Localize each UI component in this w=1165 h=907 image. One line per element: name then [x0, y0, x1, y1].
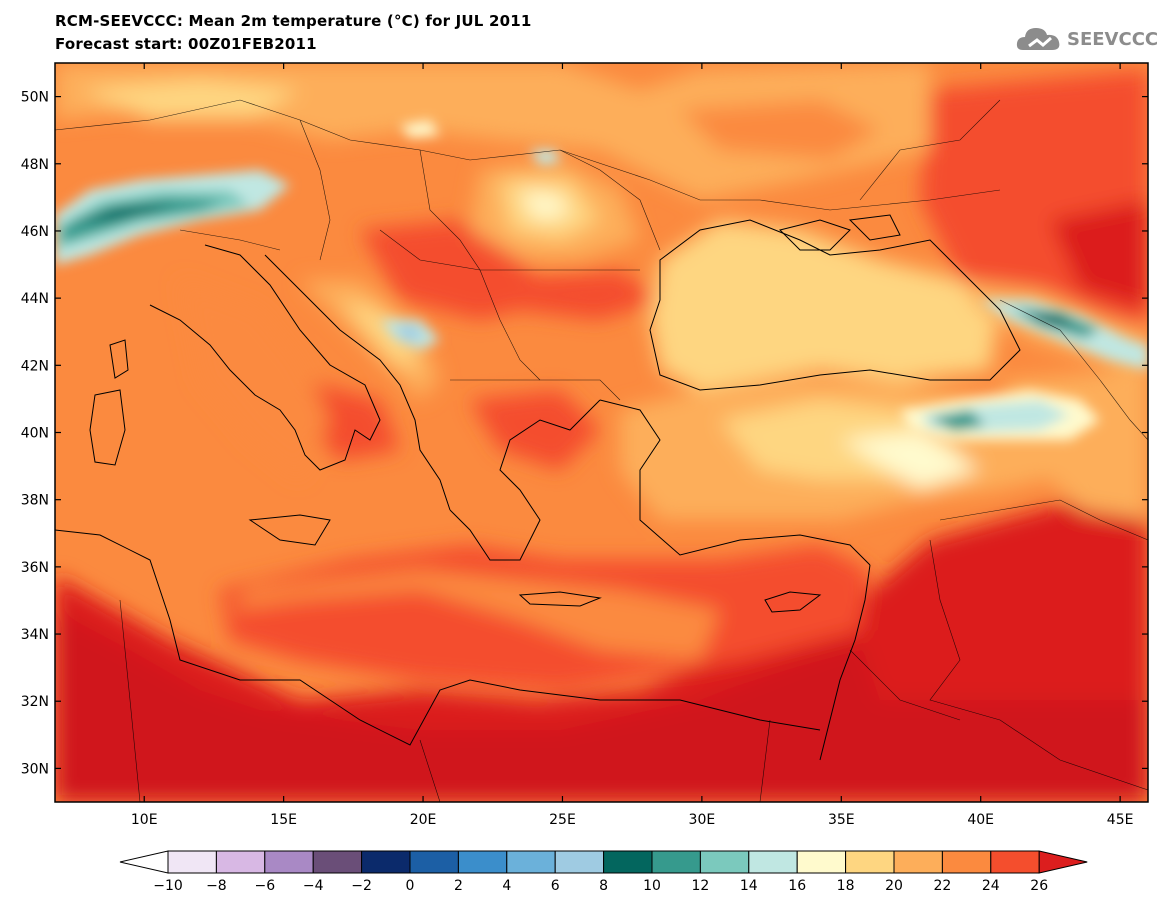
colorbar-label: 0	[406, 878, 415, 894]
longitude-axis: 10E 15E 20E 25E 30E 35E 40E 45E	[131, 63, 1134, 828]
lon-tick-label: 30E	[689, 812, 716, 828]
colorbar-label: 24	[982, 878, 1000, 894]
lat-tick-label: 38N	[21, 493, 49, 509]
lat-tick-label: 34N	[21, 627, 49, 643]
lat-tick-label: 40N	[21, 426, 49, 442]
lon-tick-label: 10E	[131, 812, 158, 828]
colorbar-box	[893, 850, 943, 874]
colorbar-label: −10	[153, 878, 183, 894]
colorbar-box	[312, 850, 363, 874]
colorbar-label: −2	[351, 878, 372, 894]
colorbar-box	[264, 850, 314, 874]
colorbar-box	[845, 850, 895, 874]
colorbar-box	[990, 850, 1040, 874]
colorbar-box	[748, 850, 798, 874]
colorbar-label: −6	[254, 878, 275, 894]
colorbar-label: 16	[788, 878, 806, 894]
temperature-map: 50N 48N 46N 44N 42N 40N 38N 36N 34N 32N 30N 10E 15E…	[21, 62, 1149, 828]
colorbar-box	[457, 850, 508, 874]
cloud-icon	[1016, 28, 1060, 50]
lat-tick-label: 30N	[21, 761, 49, 777]
lat-tick-label: 44N	[21, 291, 49, 307]
colorbar-label: −8	[206, 878, 227, 894]
logo-text: SEEVCCC	[1067, 29, 1159, 50]
colorbar-box	[506, 850, 556, 874]
colorbar-label: −4	[303, 878, 324, 894]
forecast-start-label: Forecast start: 00Z01FEB2011	[55, 35, 317, 53]
seevccc-logo: SEEVCCC	[1015, 22, 1158, 56]
colorbar-label: 8	[599, 878, 608, 894]
colorbar-box	[167, 850, 217, 874]
colorbar-label: 22	[933, 878, 951, 894]
lon-tick-label: 45E	[1107, 812, 1134, 828]
country-borders	[55, 99, 1148, 802]
colorbar-label: 2	[454, 878, 463, 894]
colorbar-label: 14	[740, 878, 758, 894]
colorbar-box	[603, 850, 653, 874]
colorbar-high-extend	[1038, 850, 1088, 874]
colorbar-box	[699, 850, 750, 874]
lat-tick-label: 32N	[21, 694, 49, 710]
colorbar-label: 26	[1030, 878, 1048, 894]
colorbar-box	[796, 850, 847, 874]
lon-tick-label: 35E	[828, 812, 855, 828]
colorbar-box	[215, 850, 266, 874]
colorbar-box	[941, 850, 992, 874]
lon-tick-label: 20E	[410, 812, 437, 828]
temperature-field	[55, 63, 1148, 802]
lat-tick-label: 36N	[21, 560, 49, 576]
colorbar-label: 4	[502, 878, 511, 894]
lon-tick-label: 15E	[270, 812, 297, 828]
colorbar-box	[409, 850, 459, 874]
colorbar-label: 6	[551, 878, 560, 894]
latitude-axis: 50N 48N 46N 44N 42N 40N 38N 36N 34N 32N 30N	[21, 90, 1148, 777]
colorbar-box	[361, 850, 411, 874]
lat-tick-label: 48N	[21, 157, 49, 173]
lon-tick-label: 25E	[549, 812, 576, 828]
colorbar-low-extend	[119, 850, 169, 874]
lat-tick-label: 50N	[21, 90, 49, 106]
lat-tick-label: 46N	[21, 224, 49, 240]
colorbar-box	[554, 850, 605, 874]
colorbar-label: 12	[691, 878, 709, 894]
colorbar-box	[651, 850, 701, 874]
colorbar-label: 10	[643, 878, 661, 894]
map-title: RCM-SEEVCCC: Mean 2m temperature (°C) fo…	[55, 12, 532, 30]
lon-tick-label: 40E	[967, 812, 994, 828]
coastlines	[55, 214, 1021, 761]
colorbar-label: 18	[837, 878, 855, 894]
lat-tick-label: 42N	[21, 358, 49, 374]
colorbar-label: 20	[885, 878, 903, 894]
